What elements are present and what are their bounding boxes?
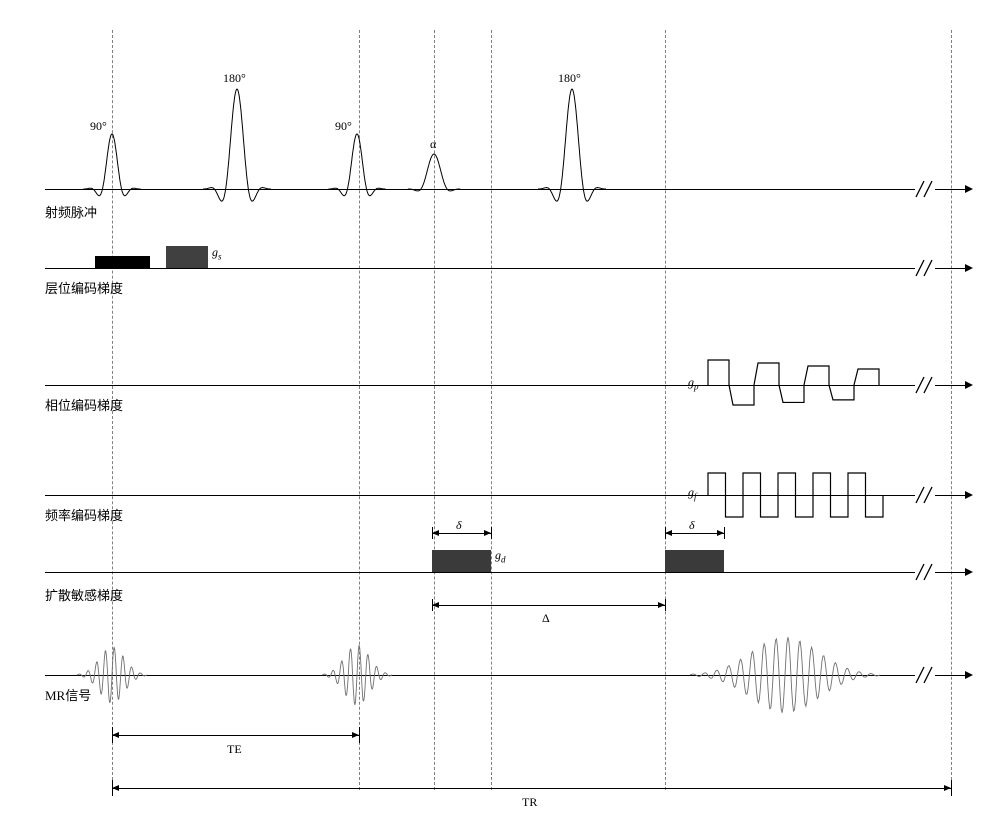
arrow-right-icon — [965, 264, 973, 272]
arrow-right-icon — [965, 381, 973, 389]
gs-axis — [45, 268, 915, 269]
gd-block-0 — [432, 550, 491, 572]
big-delta-arrow-right-icon — [658, 602, 665, 608]
gd-axis — [45, 572, 915, 573]
gs-label: 层位编码梯度 — [45, 278, 123, 297]
gd-symbol: gd — [495, 548, 506, 564]
gs-block-1 — [166, 246, 208, 268]
axis-break-icon — [913, 485, 937, 505]
delta-small-1: δ — [456, 518, 462, 533]
axis-break-icon — [913, 562, 937, 582]
arrow-right-icon — [965, 568, 973, 576]
arrow-right-icon — [965, 491, 973, 499]
delta1-arrow-right-icon — [484, 530, 491, 536]
TR-label: TR — [522, 795, 537, 810]
mr-signals — [0, 615, 1000, 735]
pulse-sequence-diagram: 射频脉冲层位编码梯度相位编码梯度频率编码梯度扩散敏感梯度MR信号90°180°9… — [0, 0, 1000, 813]
TE-label: TE — [227, 742, 242, 757]
gp-label: 相位编码梯度 — [45, 395, 123, 414]
big-delta-arrow-left-icon — [432, 602, 439, 608]
gf-waveform — [708, 468, 893, 522]
delta-small-2: δ — [689, 518, 695, 533]
gp-waveform — [708, 355, 893, 415]
gs-block-0 — [95, 256, 150, 268]
TE-arrow-left-icon — [112, 732, 119, 738]
axis-break-icon — [913, 375, 937, 395]
gf-label: 频率编码梯度 — [45, 505, 123, 524]
gs-symbol: gs — [212, 245, 222, 261]
delta2-arrow-left-icon — [665, 530, 672, 536]
TE-arrow-right-icon — [352, 732, 359, 738]
TR-arrow-left-icon — [112, 785, 119, 791]
delta1-arrow-left-icon — [432, 530, 439, 536]
rf-pulses — [0, 39, 1000, 239]
gd-label: 扩散敏感梯度 — [45, 585, 123, 604]
delta2-arrow-right-icon — [717, 530, 724, 536]
TR-arrow-right-icon — [944, 785, 951, 791]
gd-block-1 — [665, 550, 724, 572]
gp-symbol: gp — [688, 375, 699, 391]
gf-symbol: gf — [688, 485, 697, 501]
axis-break-icon — [913, 258, 937, 278]
